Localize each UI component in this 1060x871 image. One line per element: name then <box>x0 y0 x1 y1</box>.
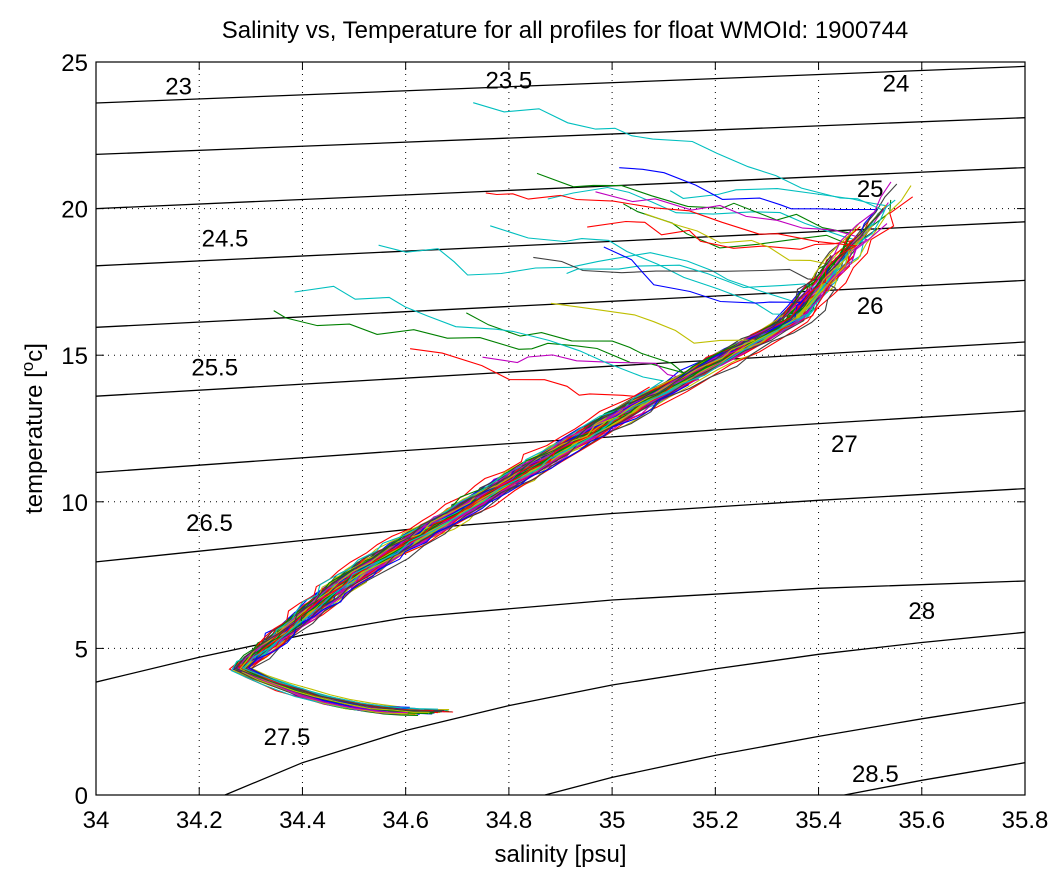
profile-line <box>244 402 650 711</box>
profile-line <box>239 391 664 714</box>
x-tick-label: 35.8 <box>1002 807 1049 834</box>
profile-line <box>249 196 914 711</box>
profile-line <box>242 345 753 708</box>
y-axis-label: temperature [oc] <box>18 343 48 514</box>
profile-line <box>237 319 789 716</box>
profile-line <box>249 256 837 713</box>
profile-line <box>233 262 831 713</box>
isopycnal-label: 27.5 <box>264 724 311 751</box>
profile-line <box>248 352 758 711</box>
profile-line <box>237 248 843 711</box>
profile-line <box>232 248 843 714</box>
x-tick-label: 35.2 <box>692 807 739 834</box>
profile-line <box>238 248 853 715</box>
plot-frame <box>95 61 1026 796</box>
isopycnal-labels: 23 23.5 24 24.5 25 25.5 26 26.5 27 27.5 28 28.5 <box>165 67 935 787</box>
profile-line <box>243 264 829 715</box>
y-tick-label: 10 <box>61 490 88 517</box>
profile-line <box>228 386 650 712</box>
profile-line <box>234 292 806 713</box>
profile-line <box>237 249 845 713</box>
profile-line <box>240 250 848 713</box>
x-tick-label: 35 <box>599 807 626 834</box>
profile-line <box>233 254 832 714</box>
isopycnal-line <box>224 631 1025 795</box>
profile-line <box>237 343 747 714</box>
x-axis-label: salinity [psu] <box>494 841 626 868</box>
profile-line <box>233 255 834 715</box>
grid <box>96 62 1025 795</box>
y-tick-label: 5 <box>75 636 88 663</box>
isopycnal-label: 26.5 <box>186 510 233 537</box>
profile-line <box>237 234 852 714</box>
profile-line <box>241 262 838 715</box>
isopycnal-line <box>96 166 1025 210</box>
profile-line <box>241 308 802 714</box>
profile-line <box>230 285 665 712</box>
x-tick-label: 34.8 <box>486 807 533 834</box>
isopycnal-line <box>844 762 1025 795</box>
x-tick-label: 34.2 <box>176 807 223 834</box>
y-tick-label: 25 <box>61 50 88 77</box>
profile-line <box>241 371 704 714</box>
profile-line <box>237 345 741 712</box>
profile-line <box>243 378 700 714</box>
x-tick-label: 34.4 <box>279 807 326 834</box>
x-tick-label: 34 <box>83 807 110 834</box>
isopycnal-label: 28.5 <box>852 761 899 788</box>
profile-line <box>232 281 810 712</box>
isopycnal-label: 25 <box>857 176 884 203</box>
chart-title: Salinity vs, Temperature for all profile… <box>222 17 909 44</box>
profile-line <box>242 228 878 712</box>
isopycnal-label: 24 <box>883 70 910 97</box>
profile-line <box>244 319 805 712</box>
profile-line <box>236 240 844 712</box>
isopycnal-label: 26 <box>857 293 884 320</box>
x-tick-label: 35.6 <box>898 807 945 834</box>
profile-line <box>238 317 791 713</box>
isopycnal-line <box>544 701 1025 795</box>
isopycnal-label: 23.5 <box>486 67 533 94</box>
isopycnal-label: 24.5 <box>202 226 249 253</box>
isopycnal-line <box>96 487 1025 563</box>
profile-line <box>237 333 770 713</box>
profile-line <box>242 225 874 711</box>
profile-line <box>239 227 869 712</box>
profile-line <box>241 405 647 713</box>
profile-line <box>237 346 741 712</box>
isopycnal-line <box>96 279 1025 328</box>
isopycnal-label: 25.5 <box>191 355 238 382</box>
profile-line <box>238 234 864 712</box>
profile-line <box>241 267 836 714</box>
profile-line <box>242 222 876 712</box>
isopycnal-label: 27 <box>831 431 858 458</box>
profile-line <box>242 312 811 710</box>
y-tick-label: 15 <box>61 343 88 370</box>
y-tick-label: 0 <box>75 783 88 810</box>
profile-line <box>243 223 888 710</box>
profile-line <box>243 255 854 711</box>
ticks: 34 34.2 34.4 34.6 34.8 35 35.2 35.4 35.6 35.8 0 5 10… <box>61 50 1048 834</box>
y-tick-label: 20 <box>61 197 88 224</box>
isopycnal-line <box>96 65 1025 104</box>
profile-line <box>242 364 708 714</box>
profile-line <box>238 252 850 714</box>
isopycnal-label: 28 <box>908 598 935 625</box>
isopycnal-layer <box>96 65 1025 795</box>
isopycnal-line <box>96 117 1025 156</box>
profile-line <box>247 384 690 712</box>
isopycnal-line <box>96 341 1025 397</box>
profile-line <box>239 302 755 713</box>
isopycnal-label: 23 <box>165 73 192 100</box>
x-tick-label: 35.4 <box>795 807 842 834</box>
profile-line <box>239 102 885 714</box>
x-tick-label: 34.6 <box>382 807 429 834</box>
isopycnal-line <box>96 580 1025 683</box>
profile-layer <box>228 102 914 717</box>
